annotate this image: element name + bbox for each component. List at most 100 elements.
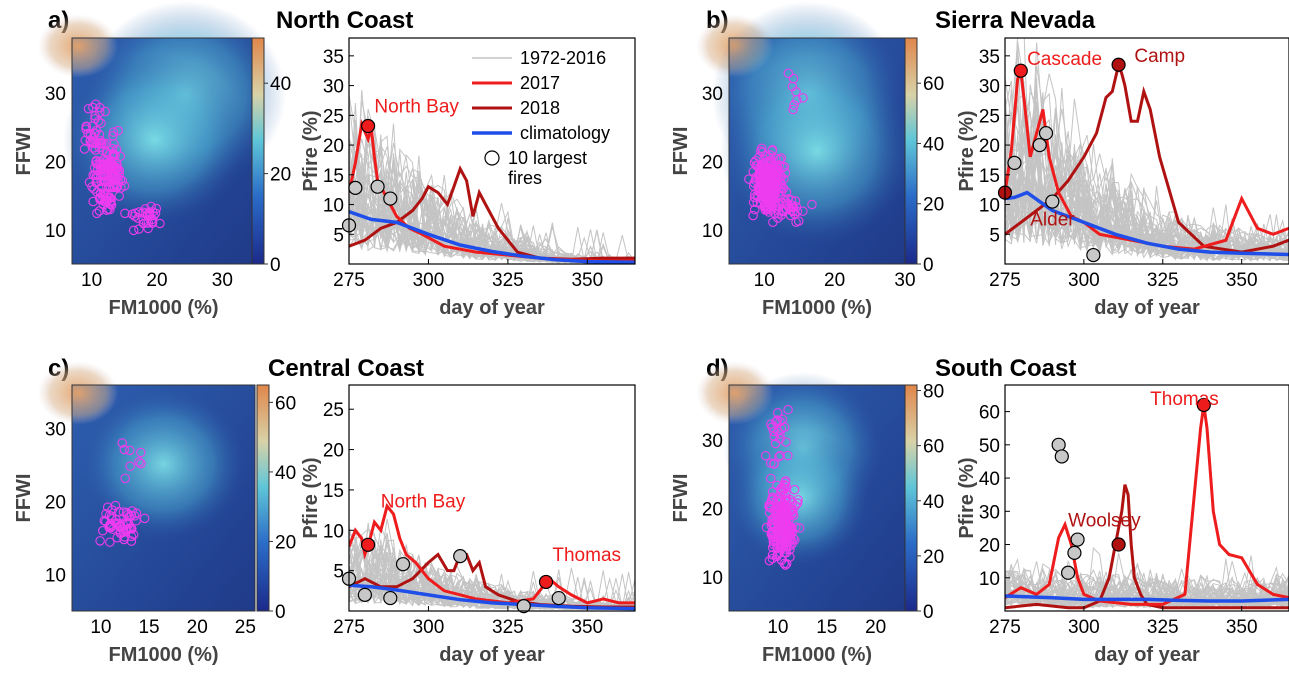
timeseries-xtick: 275 [333,270,365,291]
legend-label-fires: 10 largest [508,148,587,168]
heatmap-density-blob [729,430,870,566]
heatmap-plot: 10 20 30 10 20 30 FM1000 (%) FFWI [13,1,287,319]
scatter-point [775,504,785,514]
scatter-point [774,452,784,462]
timeseries-ytick: 10 [323,521,344,542]
scatter-point [136,458,146,469]
scatter-point [768,493,779,504]
timeseries-plot: Cascade Camp Alder 275 300 325 350 5 10 15 20 25 30 3… [956,37,1289,319]
timeseries-xtick: 300 [1068,617,1100,638]
timeseries-ytick: 15 [979,166,1000,187]
scatter-point [776,153,787,163]
scatter-point [104,149,115,160]
colorbar-tick: 60 [275,393,296,414]
fire-marker [383,590,398,606]
scatter-point [112,532,122,543]
heatmap-ylabel: FFWI [670,127,692,176]
scatter-point [788,104,798,115]
timeseries-xtick: 325 [492,270,524,291]
fire-marker [1196,397,1211,413]
heatmap-xtick: 15 [816,617,837,638]
fire-marker [1111,537,1126,552]
scatter-point [125,461,135,472]
heatmap-frame [71,384,256,612]
scatter-point [115,174,126,185]
scatter-point [105,537,115,547]
scatter-point [109,139,119,149]
scatter-point [140,208,151,219]
scatter-point [770,510,781,521]
scatter-point [760,450,771,461]
timeseries-ytick: 20 [979,136,1000,157]
timeseries-xtick: 275 [989,270,1021,291]
scatter-point [778,183,789,194]
scatter-point [101,138,112,149]
scatter-point [150,208,161,218]
timeseries-ytick: 30 [323,77,344,98]
scatter-point [95,107,105,118]
scatter-point [767,553,778,564]
scatter-point [119,444,130,455]
fire-marker [453,549,468,564]
scatter-point [117,438,127,448]
scatter-point [766,155,776,165]
scatter-point [764,167,775,178]
scatter-point [754,152,764,162]
heatmap-ytick: 20 [45,493,66,514]
fire-label: Woolsey [1068,510,1141,531]
scatter-point [755,187,765,197]
timeseries-xtick: 300 [1068,270,1100,291]
scatter-point [769,431,779,442]
scatter-point [768,532,779,542]
scatter-point [767,519,778,529]
fire-marker [360,537,376,552]
fire-label: Thomas [552,545,621,566]
fire-marker [1111,57,1126,72]
scatter-point [764,179,774,190]
heatmap-xtick: 10 [767,617,788,638]
scatter-point [775,450,785,461]
scatter-point [781,519,792,529]
scatter-point [775,416,785,427]
timeseries-xtick: 300 [413,270,445,291]
fire-marker [1054,449,1069,464]
scatter-point [792,206,803,217]
timeseries-plot: North Bay 275 300 325 350 5 10 15 20 25 30 35 day of… [300,37,636,319]
scatter-point [98,169,109,180]
heatmap-xlabel: FM1000 (%) [762,644,872,666]
timeseries-ytick: 10 [979,569,1000,590]
scatter-point [776,210,787,220]
scatter-point [92,187,102,197]
fire-label: Camp [1134,46,1185,67]
scatter-point [789,100,799,110]
scatter-point [749,192,760,203]
heatmap-xtick: 15 [138,617,159,638]
scatter-point [768,217,778,227]
scatter-point [783,404,793,415]
scatter-point [780,476,791,486]
fire-marker [516,599,531,614]
colorbar-tick: 60 [923,74,944,95]
scatter-point [106,195,116,206]
scatter-point [126,510,137,521]
timeseries-xlabel: day of year [1094,297,1200,319]
heatmap-ytick: 20 [702,152,723,173]
colorbar-tick: 0 [923,602,934,623]
scatter-point [127,209,138,220]
legend-label-fires-2: fires [508,168,542,188]
heatmap-plot: 10 15 20 25 10 20 30 FM1000 (%) FFWI [13,361,273,666]
heatmap-ytick: 30 [45,84,66,105]
colorbar-tick: 20 [923,195,944,216]
scatter-point [781,199,792,209]
colorbar: 0 20 40 60 80 [904,382,944,623]
scatter-point [134,207,144,217]
scatter-point [86,138,97,148]
scatter-point [791,217,801,227]
panel-title: North Coast [276,7,413,34]
timeseries-ytick: 10 [979,196,1000,217]
scatter-point [97,138,107,148]
colorbar-tick: 40 [923,492,944,513]
fire-label: Cascade [1027,49,1102,70]
